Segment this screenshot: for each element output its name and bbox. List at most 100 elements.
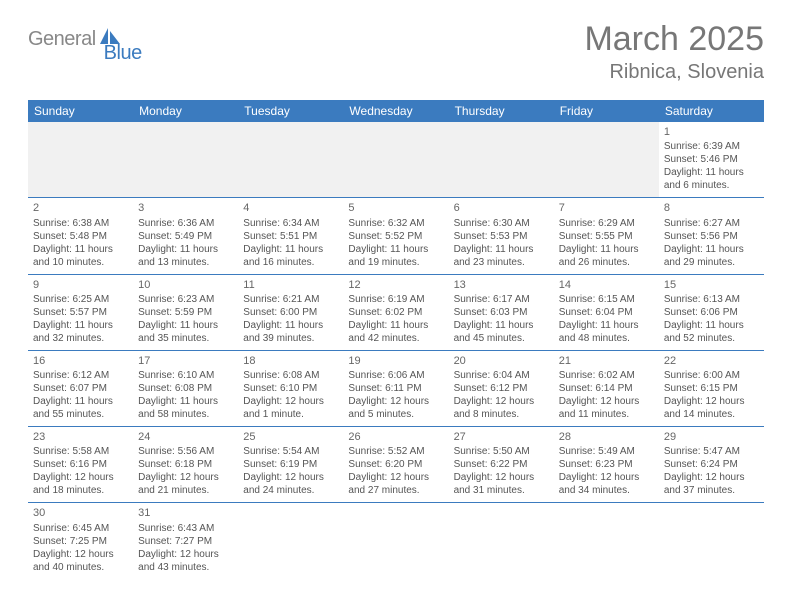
day-header: Sunday (28, 100, 133, 122)
day-header: Thursday (449, 100, 554, 122)
sunset-text: Sunset: 6:00 PM (243, 306, 338, 319)
sunrise-text: Sunrise: 6:38 AM (33, 217, 128, 230)
daylight-text: Daylight: 12 hours and 5 minutes. (348, 395, 443, 421)
day-number: 7 (559, 201, 654, 215)
sunrise-text: Sunrise: 5:50 AM (454, 445, 549, 458)
calendar-cell: 29Sunrise: 5:47 AMSunset: 6:24 PMDayligh… (659, 427, 764, 503)
calendar-cell: 13Sunrise: 6:17 AMSunset: 6:03 PMDayligh… (449, 274, 554, 350)
calendar-cell: 14Sunrise: 6:15 AMSunset: 6:04 PMDayligh… (554, 274, 659, 350)
calendar-week-row: 23Sunrise: 5:58 AMSunset: 6:16 PMDayligh… (28, 427, 764, 503)
calendar-cell: 12Sunrise: 6:19 AMSunset: 6:02 PMDayligh… (343, 274, 448, 350)
day-number: 25 (243, 430, 338, 444)
calendar-week-row: 30Sunrise: 6:45 AMSunset: 7:25 PMDayligh… (28, 503, 764, 579)
daylight-text: Daylight: 12 hours and 34 minutes. (559, 471, 654, 497)
daylight-text: Daylight: 12 hours and 18 minutes. (33, 471, 128, 497)
calendar-cell: 15Sunrise: 6:13 AMSunset: 6:06 PMDayligh… (659, 274, 764, 350)
logo-text-blue: Blue (104, 42, 142, 65)
calendar-cell: 19Sunrise: 6:06 AMSunset: 6:11 PMDayligh… (343, 350, 448, 426)
daylight-text: Daylight: 11 hours and 48 minutes. (559, 319, 654, 345)
day-number: 9 (33, 278, 128, 292)
daylight-text: Daylight: 12 hours and 24 minutes. (243, 471, 338, 497)
sunset-text: Sunset: 6:22 PM (454, 458, 549, 471)
calendar-cell: 6Sunrise: 6:30 AMSunset: 5:53 PMDaylight… (449, 198, 554, 274)
sunrise-text: Sunrise: 6:36 AM (138, 217, 233, 230)
sunrise-text: Sunrise: 6:19 AM (348, 293, 443, 306)
day-number: 31 (138, 506, 233, 520)
sunrise-text: Sunrise: 6:12 AM (33, 369, 128, 382)
calendar-cell: 17Sunrise: 6:10 AMSunset: 6:08 PMDayligh… (133, 350, 238, 426)
sunrise-text: Sunrise: 6:02 AM (559, 369, 654, 382)
calendar-cell: 5Sunrise: 6:32 AMSunset: 5:52 PMDaylight… (343, 198, 448, 274)
daylight-text: Daylight: 11 hours and 23 minutes. (454, 243, 549, 269)
calendar-cell: 16Sunrise: 6:12 AMSunset: 6:07 PMDayligh… (28, 350, 133, 426)
day-number: 26 (348, 430, 443, 444)
day-header: Tuesday (238, 100, 343, 122)
calendar-cell (343, 503, 448, 579)
daylight-text: Daylight: 12 hours and 14 minutes. (664, 395, 759, 421)
sunrise-text: Sunrise: 6:32 AM (348, 217, 443, 230)
calendar-cell: 11Sunrise: 6:21 AMSunset: 6:00 PMDayligh… (238, 274, 343, 350)
sunset-text: Sunset: 6:06 PM (664, 306, 759, 319)
daylight-text: Daylight: 11 hours and 55 minutes. (33, 395, 128, 421)
day-number: 17 (138, 354, 233, 368)
sunrise-text: Sunrise: 6:17 AM (454, 293, 549, 306)
calendar-cell: 4Sunrise: 6:34 AMSunset: 5:51 PMDaylight… (238, 198, 343, 274)
daylight-text: Daylight: 11 hours and 19 minutes. (348, 243, 443, 269)
title-block: March 2025 Ribnica, Slovenia (584, 20, 764, 84)
sunset-text: Sunset: 5:59 PM (138, 306, 233, 319)
sunset-text: Sunset: 7:25 PM (33, 535, 128, 548)
calendar-cell: 3Sunrise: 6:36 AMSunset: 5:49 PMDaylight… (133, 198, 238, 274)
calendar-week-row: 9Sunrise: 6:25 AMSunset: 5:57 PMDaylight… (28, 274, 764, 350)
daylight-text: Daylight: 12 hours and 27 minutes. (348, 471, 443, 497)
daylight-text: Daylight: 12 hours and 11 minutes. (559, 395, 654, 421)
day-header: Saturday (659, 100, 764, 122)
daylight-text: Daylight: 12 hours and 37 minutes. (664, 471, 759, 497)
daylight-text: Daylight: 11 hours and 13 minutes. (138, 243, 233, 269)
daylight-text: Daylight: 11 hours and 39 minutes. (243, 319, 338, 345)
sunset-text: Sunset: 5:46 PM (664, 153, 759, 166)
sunset-text: Sunset: 6:14 PM (559, 382, 654, 395)
sunset-text: Sunset: 6:19 PM (243, 458, 338, 471)
day-header: Wednesday (343, 100, 448, 122)
daylight-text: Daylight: 11 hours and 26 minutes. (559, 243, 654, 269)
calendar-cell (449, 122, 554, 198)
day-number: 1 (664, 125, 759, 139)
calendar-week-row: 1Sunrise: 6:39 AMSunset: 5:46 PMDaylight… (28, 122, 764, 198)
daylight-text: Daylight: 11 hours and 32 minutes. (33, 319, 128, 345)
calendar-body: 1Sunrise: 6:39 AMSunset: 5:46 PM Daylight… (28, 122, 764, 579)
day-number: 3 (138, 201, 233, 215)
day-number: 27 (454, 430, 549, 444)
daylight-text: Daylight: 11 hours and 10 minutes. (33, 243, 128, 269)
calendar-cell: 24Sunrise: 5:56 AMSunset: 6:18 PMDayligh… (133, 427, 238, 503)
day-number: 10 (138, 278, 233, 292)
sunrise-text: Sunrise: 6:06 AM (348, 369, 443, 382)
daylight-text: Daylight: 12 hours and 21 minutes. (138, 471, 233, 497)
day-number: 13 (454, 278, 549, 292)
month-title: March 2025 (584, 20, 764, 59)
calendar-cell: 9Sunrise: 6:25 AMSunset: 5:57 PMDaylight… (28, 274, 133, 350)
sunset-text: Sunset: 6:02 PM (348, 306, 443, 319)
day-header: Friday (554, 100, 659, 122)
calendar-cell (238, 503, 343, 579)
daylight-text: Daylight: 12 hours and 31 minutes. (454, 471, 549, 497)
day-number: 28 (559, 430, 654, 444)
sunset-text: Sunset: 5:48 PM (33, 230, 128, 243)
sunrise-text: Sunrise: 6:29 AM (559, 217, 654, 230)
sunrise-text: Sunrise: 5:49 AM (559, 445, 654, 458)
sunrise-text: Sunrise: 6:39 AM (664, 140, 759, 153)
calendar-cell (659, 503, 764, 579)
sunrise-text: Sunrise: 6:34 AM (243, 217, 338, 230)
sunrise-text: Sunrise: 5:47 AM (664, 445, 759, 458)
day-number: 15 (664, 278, 759, 292)
sunrise-text: Sunrise: 6:30 AM (454, 217, 549, 230)
sunrise-text: Sunrise: 6:27 AM (664, 217, 759, 230)
sunrise-text: Sunrise: 6:13 AM (664, 293, 759, 306)
calendar-cell (554, 122, 659, 198)
day-number: 30 (33, 506, 128, 520)
sunrise-text: Sunrise: 6:00 AM (664, 369, 759, 382)
day-header: Monday (133, 100, 238, 122)
calendar-cell: 2Sunrise: 6:38 AMSunset: 5:48 PMDaylight… (28, 198, 133, 274)
calendar-cell: 18Sunrise: 6:08 AMSunset: 6:10 PMDayligh… (238, 350, 343, 426)
daylight-text: Daylight: 12 hours and 1 minute. (243, 395, 338, 421)
sunrise-text: Sunrise: 5:58 AM (33, 445, 128, 458)
